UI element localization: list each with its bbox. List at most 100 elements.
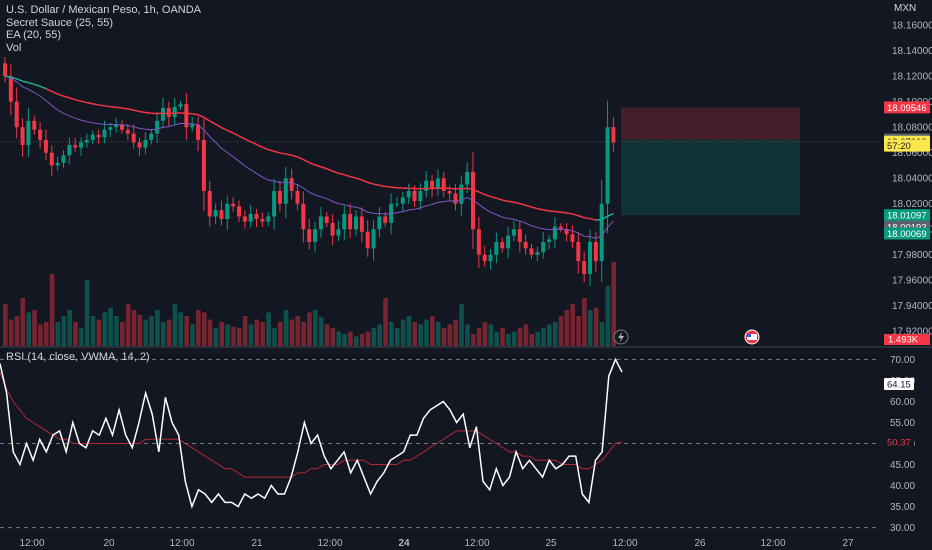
pane-separator[interactable] <box>0 346 932 348</box>
ema-slow-line <box>145 111 152 114</box>
indicator-ea[interactable]: EA (20, 55) <box>6 29 62 41</box>
rsi-tick-label: 70.00 <box>890 355 915 366</box>
ema-slow-line <box>291 154 298 158</box>
volume-bar <box>588 310 593 346</box>
volume-bar <box>90 316 96 346</box>
candle <box>547 235 552 250</box>
ema-slow-line <box>332 170 339 174</box>
volume-bar <box>196 310 201 346</box>
price-axis: MXN18.1600018.1400018.1200018.1000018.08… <box>892 3 932 338</box>
candle <box>506 227 511 258</box>
volume-bar <box>178 312 184 346</box>
candle-body <box>8 76 13 102</box>
volume-bar <box>430 316 435 346</box>
candle-body <box>277 190 282 204</box>
candle <box>295 184 300 211</box>
ema-slow-line <box>496 197 503 201</box>
candle <box>219 200 224 226</box>
ema-slow-line <box>92 102 99 106</box>
candle <box>529 243 534 260</box>
volume-bar <box>295 316 301 346</box>
candle-body <box>383 216 388 223</box>
volume-bar <box>558 316 564 346</box>
ema-slow-line <box>209 120 216 125</box>
candle-body <box>20 127 25 146</box>
candle-body <box>541 241 546 253</box>
currency-label: MXN <box>894 3 916 14</box>
volume-bar <box>301 322 306 346</box>
volume-bar <box>201 312 207 346</box>
rsi-chart[interactable]: 70.0065.0060.0055.0050.0045.0040.0035.00… <box>0 348 932 550</box>
candle <box>418 183 423 210</box>
candle-body <box>482 254 487 262</box>
volume-bar <box>125 304 131 346</box>
ema-slow-line <box>513 201 520 205</box>
candle <box>313 221 318 253</box>
candle <box>213 203 218 224</box>
price-badge: 18.01097 <box>884 209 930 222</box>
indicator-secret-sauce[interactable]: Secret Sauce (25, 55) <box>6 16 114 29</box>
price-tick-label: 18.12000 <box>892 72 932 83</box>
volume-bar <box>547 324 552 346</box>
candle <box>254 208 259 228</box>
indicator-vol[interactable]: Vol <box>6 41 22 54</box>
candle-body <box>494 241 499 255</box>
candle-body <box>207 190 212 217</box>
candle-body <box>564 229 569 235</box>
candle <box>318 207 323 238</box>
volume-bar <box>465 324 470 346</box>
take-profit-zone <box>621 139 800 216</box>
candle <box>73 137 78 152</box>
candle-body <box>576 241 581 262</box>
candle <box>260 212 265 227</box>
volume-bar <box>599 322 605 346</box>
candle-body <box>365 231 370 249</box>
volume-bar <box>207 319 213 346</box>
volume-badge: 1.493K <box>884 334 930 346</box>
candle <box>242 210 247 229</box>
volume-bars <box>3 262 616 346</box>
time-axis-label: 12:00 <box>464 538 489 549</box>
price-tick-label: 18.06000 <box>892 148 932 159</box>
ema-slow-line <box>449 187 456 190</box>
ema-slow-line <box>519 202 526 206</box>
ema-slow-line <box>484 193 491 198</box>
volume-bar <box>307 312 312 346</box>
candle <box>441 171 446 198</box>
candle-body <box>283 178 288 204</box>
ema-slow-line <box>297 156 304 161</box>
candle-body <box>330 222 335 236</box>
candle <box>494 232 499 264</box>
candle <box>424 171 429 198</box>
price-badge: 57:20 <box>884 139 930 152</box>
rsi-badge: 50.37 <box>884 435 914 448</box>
rsi-legend[interactable]: RSI (14, close, VWMA, 14, 2) <box>6 351 150 363</box>
volume-bar <box>482 322 488 346</box>
price-badge-bg <box>884 227 930 240</box>
time-axis-label: 12:00 <box>169 538 194 549</box>
time-axis-label: 12:00 <box>612 538 637 549</box>
candle-body <box>225 203 230 220</box>
ema-slow-line <box>607 212 614 217</box>
volume-bar <box>576 316 581 346</box>
ema-slow-line <box>116 106 123 109</box>
candle <box>564 223 569 242</box>
ema-slow-line <box>80 100 88 104</box>
price-tick-label: 17.92000 <box>892 327 932 338</box>
symbol-title[interactable]: U.S. Dollar / Mexican Peso, 1h, OANDA <box>6 4 202 16</box>
candle <box>14 87 19 139</box>
volume-bar <box>564 310 570 346</box>
candle <box>90 130 95 145</box>
volume-bar <box>272 328 277 346</box>
candle <box>26 107 31 157</box>
candle-body <box>196 124 201 140</box>
volume-bar <box>190 324 195 346</box>
candle <box>155 112 160 143</box>
candle-body <box>313 229 318 242</box>
volume-bar <box>412 322 418 346</box>
volume-bar <box>108 307 113 346</box>
volume-bar <box>277 322 283 346</box>
volume-bar <box>55 322 61 346</box>
price-chart[interactable]: MXN18.1600018.1400018.1200018.1000018.08… <box>0 0 932 346</box>
volume-bar <box>476 328 482 346</box>
